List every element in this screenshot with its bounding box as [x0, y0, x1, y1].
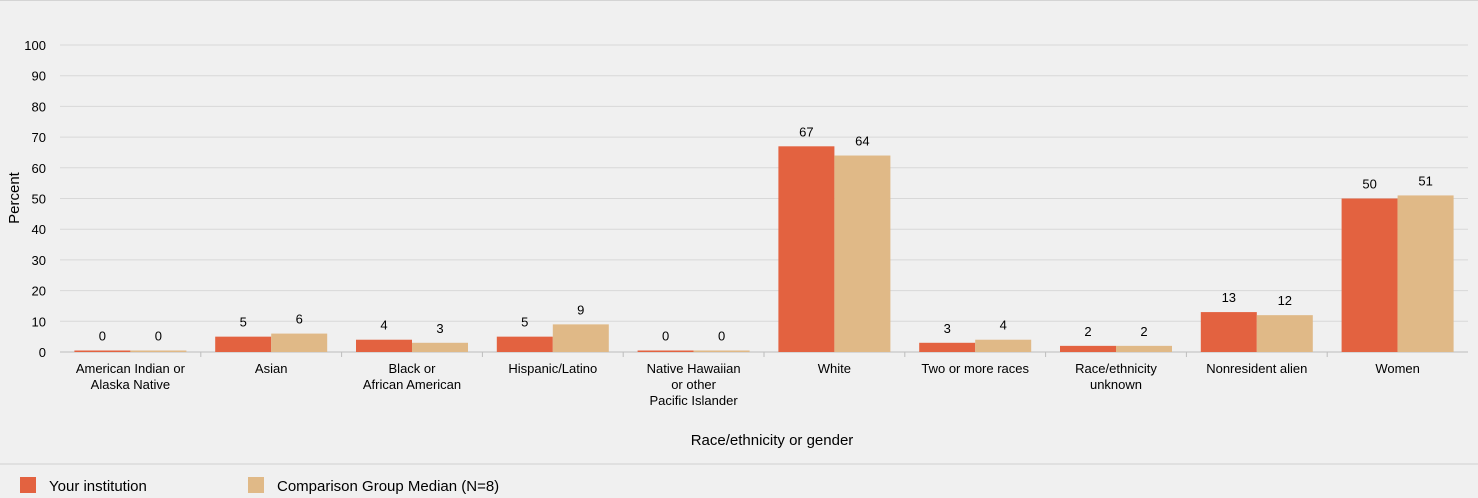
data-label: 4 [1000, 318, 1007, 333]
y-tick-label: 60 [32, 161, 46, 176]
y-tick-label: 100 [24, 38, 46, 53]
y-tick-label: 40 [32, 222, 46, 237]
bar-comparison [552, 324, 609, 352]
legend-label: Comparison Group Median (N=8) [277, 478, 499, 495]
data-label: 2 [1140, 324, 1147, 339]
x-axis-categories: American Indian or Alaska Native Asian Blac… [76, 361, 1420, 408]
x-category-label: Hispanic/Latino [508, 361, 597, 376]
x-category-label: Asian [255, 361, 288, 376]
data-label: 2 [1084, 324, 1091, 339]
data-label: 0 [155, 329, 162, 344]
y-tick-label: 0 [39, 345, 46, 360]
x-category-label: Black or African American [363, 361, 461, 392]
y-tick-label: 90 [32, 69, 46, 84]
x-category-line: Pacific Islander [650, 393, 739, 408]
y-axis-title: Percent [6, 171, 23, 224]
x-category-line: Women [1375, 361, 1420, 376]
x-category-line: or other [671, 377, 716, 392]
bar-institution [496, 336, 553, 352]
x-category-line: Hispanic/Latino [508, 361, 597, 376]
bar-comparison [834, 155, 891, 352]
data-label: 51 [1418, 173, 1432, 188]
x-axis-title: Race/ethnicity or gender [691, 432, 854, 449]
legend-swatch [248, 477, 264, 493]
bars [74, 146, 1454, 352]
x-category-line: African American [363, 377, 461, 392]
x-category-line: Two or more races [921, 361, 1029, 376]
bar-comparison [1397, 195, 1454, 352]
bar-institution [1060, 345, 1116, 352]
data-label: 50 [1362, 177, 1376, 192]
x-category-label: Nonresident alien [1206, 361, 1307, 376]
data-label: 5 [240, 315, 247, 330]
data-label: 67 [799, 124, 813, 139]
bar-comparison [1116, 345, 1172, 352]
data-label: 0 [662, 329, 669, 344]
bar-institution [356, 339, 412, 352]
y-tick-label: 30 [32, 253, 46, 268]
y-tick-label: 20 [32, 284, 46, 299]
x-category-label: Two or more races [921, 361, 1029, 376]
x-category-line: Asian [255, 361, 288, 376]
x-category-line: Black or [389, 361, 437, 376]
bar-institution [215, 336, 272, 352]
data-label: 4 [380, 318, 387, 333]
data-label: 3 [436, 321, 443, 336]
data-label: 12 [1278, 293, 1292, 308]
x-category-line: American Indian or [76, 361, 186, 376]
gridlines [60, 44, 1468, 357]
y-tick-label: 50 [32, 192, 46, 207]
bar-institution [1341, 198, 1398, 352]
legend-label: Your institution [49, 478, 147, 495]
data-label: 13 [1222, 290, 1236, 305]
bar-institution [778, 146, 835, 352]
x-category-line: White [818, 361, 851, 376]
data-label: 6 [296, 312, 303, 327]
bar-institution [637, 350, 694, 352]
x-category-line: Nonresident alien [1206, 361, 1307, 376]
x-category-line: Alaska Native [91, 377, 170, 392]
bar-comparison [975, 339, 1032, 352]
legend-swatch [20, 477, 36, 493]
data-label: 0 [99, 329, 106, 344]
bar-comparison [412, 342, 468, 352]
y-tick-label: 10 [32, 314, 46, 329]
y-tick-label: 80 [32, 99, 46, 114]
bar-institution [74, 350, 131, 352]
data-label: 5 [521, 315, 528, 330]
bar-comparison [1256, 315, 1313, 352]
data-label: 64 [855, 134, 869, 149]
data-label: 3 [944, 321, 951, 336]
x-category-label: Native Hawaiian or other Pacific Islander [647, 361, 741, 408]
x-category-line: Native Hawaiian [647, 361, 741, 376]
y-tick-label: 70 [32, 130, 46, 145]
x-category-label: White [818, 361, 851, 376]
x-category-label: Women [1375, 361, 1420, 376]
bar-comparison [130, 350, 187, 352]
x-category-label: American Indian or Alaska Native [76, 361, 186, 392]
x-category-line: Race/ethnicity [1075, 361, 1157, 376]
y-axis-ticks: 0 10 20 30 40 50 60 70 80 90 100 [24, 38, 46, 360]
data-label: 0 [718, 329, 725, 344]
bar-comparison [693, 350, 750, 352]
legend: Your institution Comparison Group Median … [20, 477, 499, 495]
x-category-label: Race/ethnicity unknown [1075, 361, 1157, 392]
bar-institution [919, 342, 976, 352]
data-label: 9 [577, 302, 584, 317]
x-category-line: unknown [1090, 377, 1142, 392]
bar-comparison [271, 333, 328, 352]
bar-institution [1200, 312, 1257, 352]
